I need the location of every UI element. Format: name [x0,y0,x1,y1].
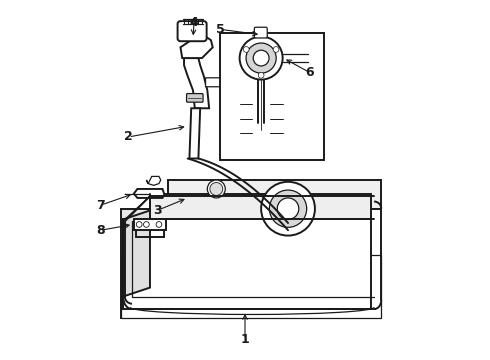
Text: 2: 2 [124,130,133,144]
Circle shape [144,222,149,227]
Text: 1: 1 [241,333,249,346]
Circle shape [207,180,225,198]
Text: 8: 8 [97,224,105,237]
Polygon shape [122,209,168,318]
Circle shape [210,183,223,195]
Polygon shape [252,115,270,123]
Polygon shape [180,37,213,58]
Polygon shape [123,220,370,309]
Circle shape [270,190,307,227]
Circle shape [273,46,279,52]
Circle shape [156,222,162,227]
Polygon shape [147,176,161,185]
Text: 6: 6 [305,66,314,79]
Polygon shape [168,180,381,209]
Polygon shape [184,58,209,108]
Text: 4: 4 [190,16,198,29]
Bar [220,33,324,160]
Polygon shape [190,108,200,158]
Polygon shape [134,189,164,198]
FancyBboxPatch shape [254,27,267,38]
Bar [134,219,166,230]
Text: 7: 7 [97,199,105,212]
Circle shape [136,222,142,227]
Polygon shape [122,255,381,318]
Polygon shape [252,129,270,137]
Circle shape [277,198,299,220]
Circle shape [246,43,276,73]
Circle shape [244,46,249,52]
Polygon shape [205,78,223,87]
Circle shape [240,37,283,80]
Circle shape [258,72,264,78]
Circle shape [253,50,269,66]
Polygon shape [150,194,370,220]
Text: 5: 5 [216,23,225,36]
FancyBboxPatch shape [187,94,203,102]
Circle shape [261,182,315,235]
Text: 3: 3 [153,204,161,217]
Polygon shape [123,211,150,297]
FancyBboxPatch shape [177,21,207,41]
Polygon shape [252,100,270,108]
